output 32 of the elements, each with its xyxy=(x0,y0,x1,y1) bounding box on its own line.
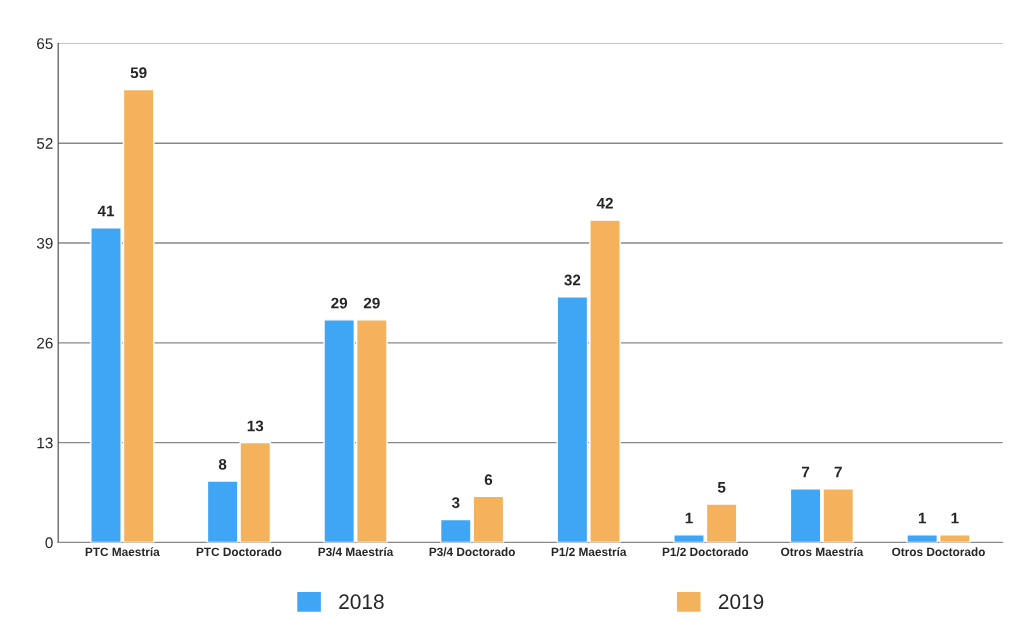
data-label: 59 xyxy=(130,67,147,79)
y-tick-label: 26 xyxy=(37,337,53,349)
y-tick-label: 39 xyxy=(36,237,53,249)
y-tick-label: 52 xyxy=(36,138,53,149)
legend-label: 2018 xyxy=(339,594,384,610)
y-tick-label: 0 xyxy=(45,537,53,549)
data-label: 32 xyxy=(564,274,581,286)
legend-label: 2019 xyxy=(718,594,764,610)
x-tick-label: PTC Doctorado xyxy=(196,547,282,557)
data-label: 1 xyxy=(918,512,926,524)
y-tick-label: 65 xyxy=(37,38,53,50)
data-label: 42 xyxy=(596,197,613,209)
data-label: 5 xyxy=(717,482,726,493)
x-tick-label: P3/4 Maestría xyxy=(318,547,394,557)
data-label: 29 xyxy=(363,297,380,309)
data-label: 8 xyxy=(218,458,227,470)
x-tick-label: P1/2 Maestría xyxy=(551,547,627,557)
x-tick-label: Otros Maestría xyxy=(781,547,864,557)
data-label: 1 xyxy=(685,512,693,524)
data-label: 6 xyxy=(484,474,493,486)
data-label: 7 xyxy=(801,466,810,478)
x-tick-label: Otros Doctorado xyxy=(892,547,985,557)
x-tick-label: PTC Maestría xyxy=(85,547,160,557)
data-label: 3 xyxy=(451,497,460,509)
data-label: 29 xyxy=(331,297,348,309)
y-tick-label: 13 xyxy=(37,437,53,449)
data-label: 13 xyxy=(247,420,264,432)
x-tick-label: P1/2 Doctorado xyxy=(662,547,749,557)
data-label: 7 xyxy=(834,466,842,478)
data-label: 1 xyxy=(951,512,959,524)
x-tick-label: P3/4 Doctorado xyxy=(429,547,515,557)
data-label: 41 xyxy=(97,205,115,217)
